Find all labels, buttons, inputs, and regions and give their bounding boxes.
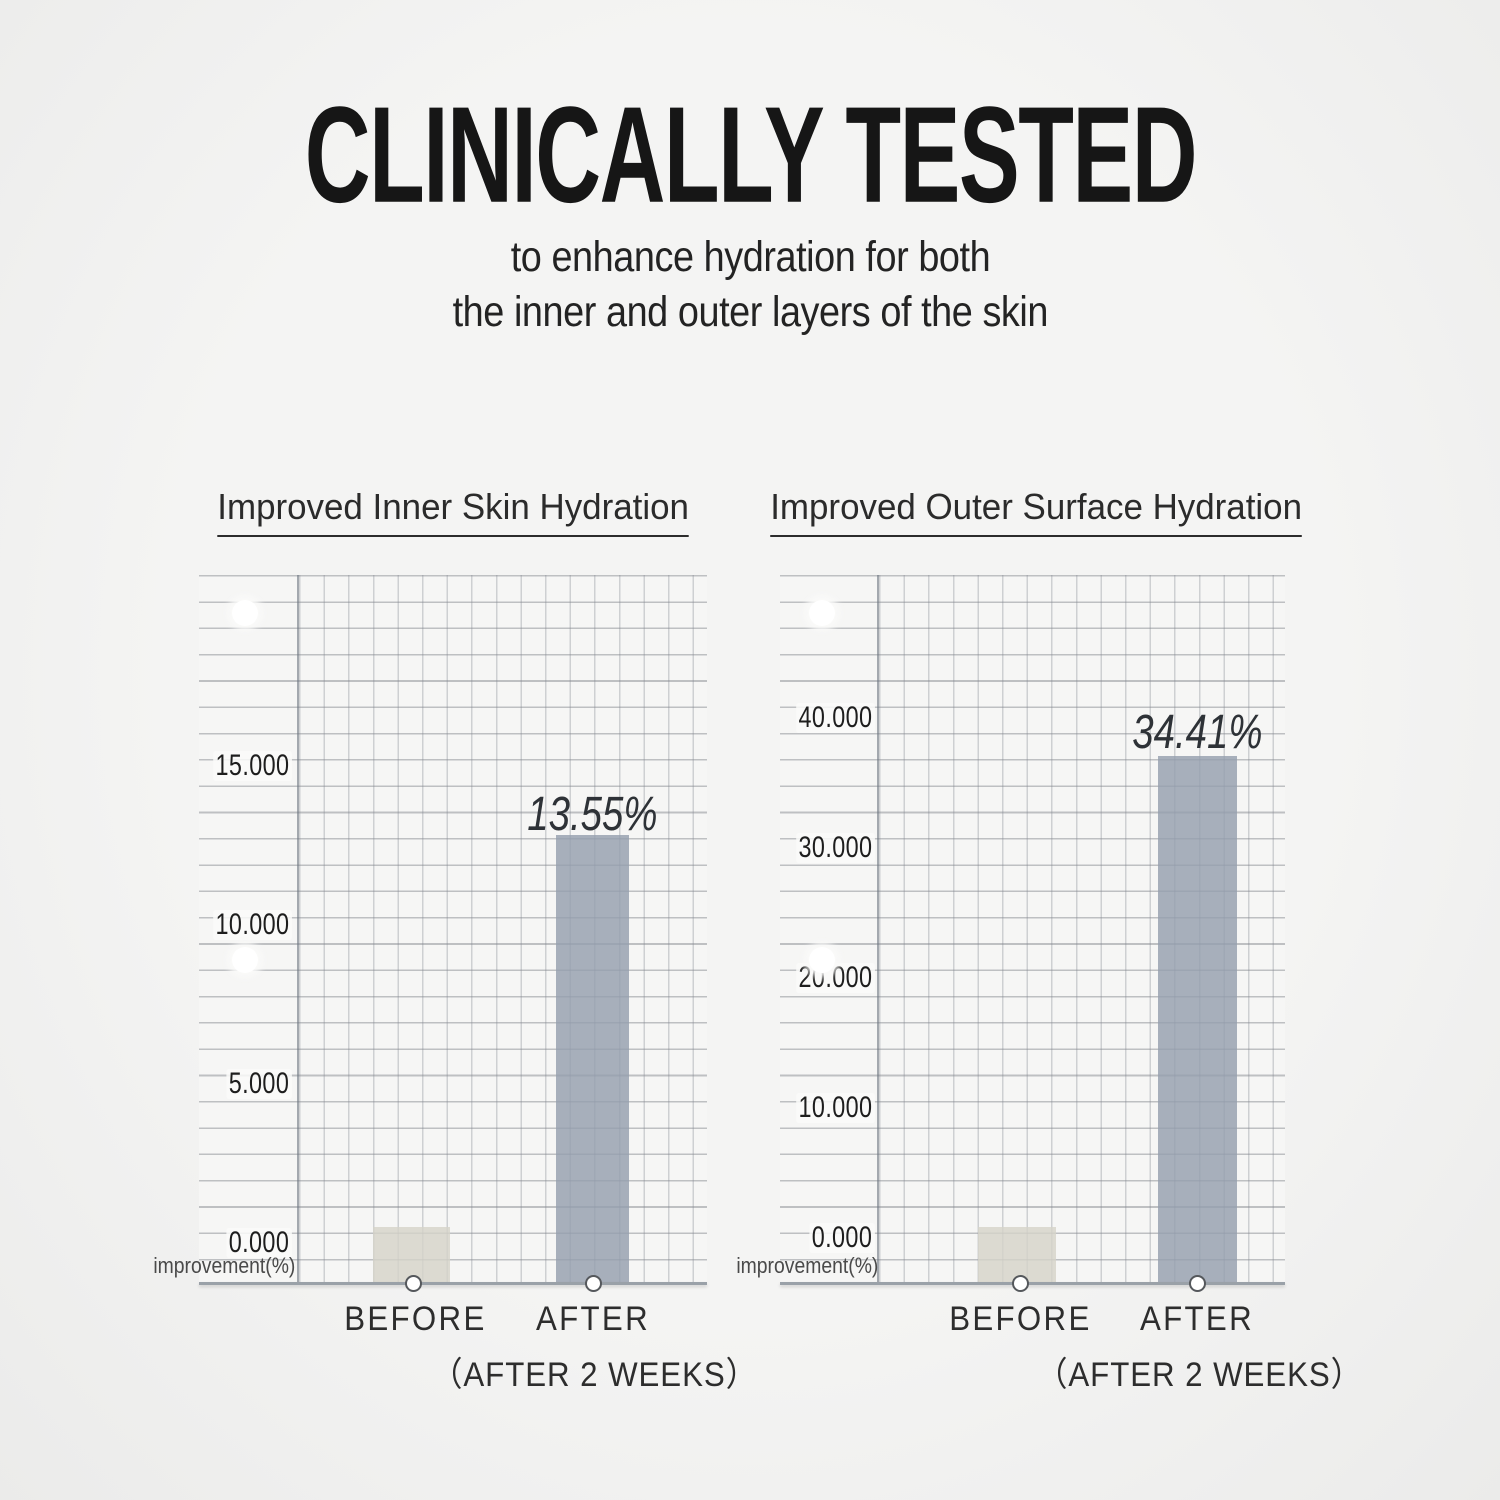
page-title-text: CLINICALLY TESTED: [304, 78, 1197, 232]
x-note-after-2-weeks: （AFTER 2 WEEKS）: [1036, 1356, 1364, 1394]
axis-dot: [405, 1274, 422, 1292]
y-axis-unit-label: improvement(%): [153, 1253, 296, 1278]
punch-hole-icon: [232, 947, 258, 973]
y-tick: 10.000: [179, 910, 292, 940]
y-tick: 5.000: [179, 1069, 292, 1099]
y-tick: 15.000: [179, 751, 292, 781]
x-label-before: BEFORE: [948, 1300, 1092, 1338]
y-axis-unit-label: improvement(%): [736, 1253, 879, 1278]
x-axis-line: [199, 1281, 707, 1285]
punch-hole-icon: [809, 947, 835, 973]
y-tick: 0.000: [179, 1228, 292, 1258]
punch-hole-icon: [809, 600, 835, 626]
y-tick: 40.000: [760, 703, 875, 733]
after-value-label: 34.41%: [1131, 706, 1263, 759]
graph-paper-outer-hydration: 40.000 30.000 20.000 10.000 0.000 34.41%…: [736, 575, 1285, 1292]
axis-dot: [1189, 1274, 1206, 1292]
chart-title-outer-hydration: Improved Outer Surface Hydration: [762, 486, 1305, 537]
x-label-after: AFTER: [535, 1300, 651, 1338]
graph-paper-inner-hydration: 15.000 10.000 5.000 0.000 13.55% improve…: [153, 575, 707, 1292]
y-tick: 0.000: [760, 1223, 875, 1253]
bar-before: [978, 1227, 1056, 1282]
y-tick: 30.000: [760, 833, 875, 863]
x-note-after-2-weeks: （AFTER 2 WEEKS）: [431, 1356, 759, 1394]
x-label-after: AFTER: [1139, 1300, 1255, 1338]
subtitle-line-1: to enhance hydration for both: [510, 233, 990, 281]
bar-after: [556, 834, 629, 1282]
subtitle-line-2: the inner and outer layers of the skin: [452, 288, 1048, 336]
chart-title-inner-hydration: Improved Inner Skin Hydration: [180, 486, 726, 537]
page-title: CLINICALLY TESTED: [0, 83, 1500, 227]
y-tick: 10.000: [760, 1093, 875, 1123]
x-axis-line: [780, 1281, 1285, 1285]
grid-squares: [297, 575, 707, 1285]
after-value-label: 13.55%: [526, 788, 658, 841]
punch-hole-icon: [232, 600, 258, 626]
x-label-before: BEFORE: [343, 1300, 487, 1338]
bar-before: [373, 1227, 450, 1282]
axis-dot: [1012, 1274, 1029, 1292]
axis-dot: [585, 1274, 602, 1292]
y-tick: 20.000: [760, 963, 875, 993]
bar-after: [1158, 756, 1237, 1282]
